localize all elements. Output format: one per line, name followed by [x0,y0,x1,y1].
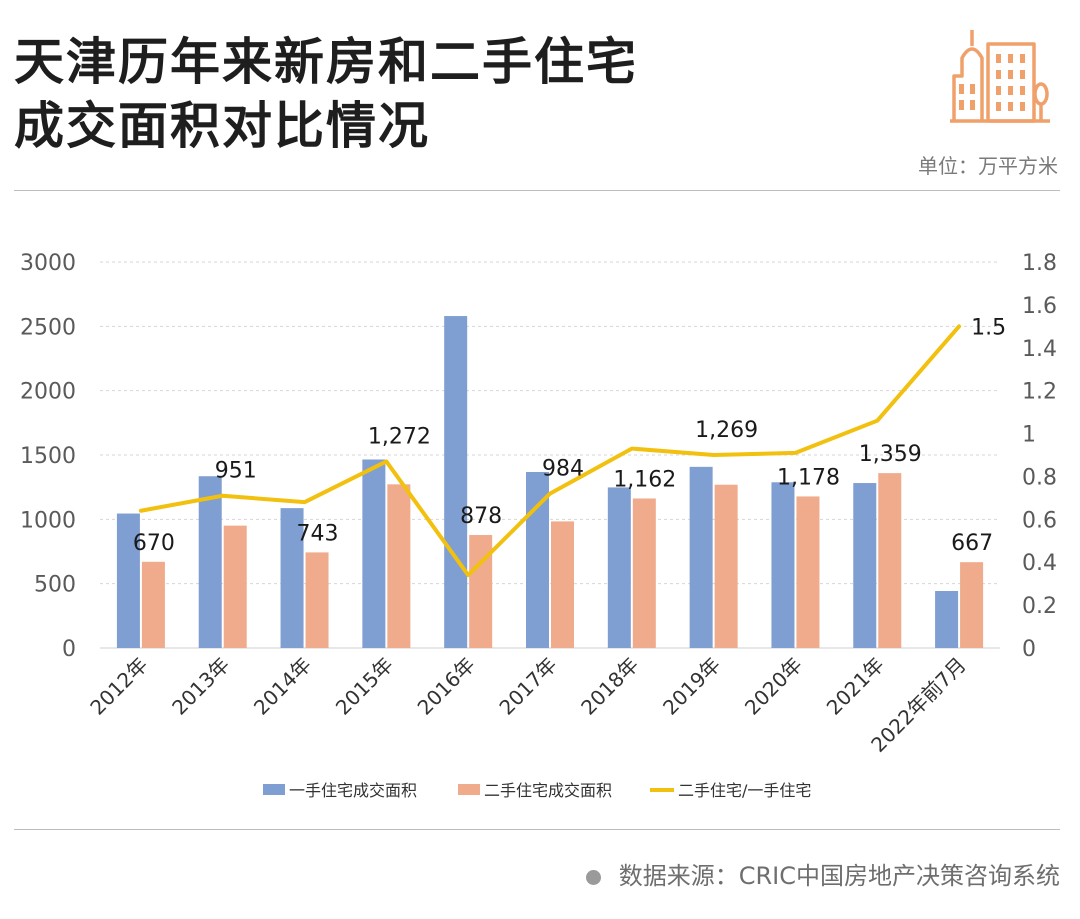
bar-primary-10 [853,483,877,648]
bar-secondary-7 [632,498,656,648]
y-right-tick-label: 0.2 [1022,594,1057,619]
bar-primary-4 [362,459,386,648]
header-divider [14,190,1060,191]
legend-item-primary-label: 一手住宅成交面积 [289,781,417,800]
chart-title-line2: 成交面积对比情况 [14,97,430,155]
chart-title: 天津历年来新房和二手住宅 成交面积对比情况 [14,30,638,158]
x-tick-label: 2017年 [494,653,561,720]
data-label: 951 [215,459,257,484]
bar-primary-11 [935,591,959,648]
bar-secondary-5 [469,535,493,648]
data-label: 1,269 [695,418,758,443]
x-tick-label: 2019年 [658,653,725,720]
legend-item-primary-swatch [263,784,285,795]
building-icon [950,30,1050,123]
y-left-tick-label: 1000 [20,508,76,533]
data-label: 670 [133,531,175,556]
y-left-tick-label: 2000 [20,380,76,405]
y-right-tick-label: 1.6 [1022,294,1057,319]
bar-primary-2 [198,476,222,648]
ratio-end-label: 1.5 [971,315,1006,340]
chart-title-line1: 天津历年来新房和二手住宅 [14,33,638,91]
data-label: 1,272 [368,424,431,449]
bar-secondary-9 [796,496,820,648]
y-right-tick-label: 0 [1022,637,1036,662]
bar-primary-7 [607,487,631,648]
bar-primary-3 [280,508,304,648]
x-tick-label: 2012年 [85,653,152,720]
data-source-text: 数据来源：CRIC中国房地产决策咨询系统 [618,862,1060,890]
unit-label: 单位：万平方米 [918,154,1058,178]
x-tick-label: 2016年 [413,653,480,720]
bar-primary-9 [771,482,795,648]
y-left-tick-label: 500 [34,573,76,598]
x-tick-label: 2015年 [331,653,398,720]
bullet-icon [585,869,601,885]
y-left-tick-label: 1500 [20,444,76,469]
bar-secondary-11 [960,562,984,648]
bar-primary-5 [444,316,468,648]
x-tick-label: 2020年 [740,653,807,720]
y-right-tick-label: 1.8 [1022,251,1057,276]
data-label: 743 [297,521,339,546]
data-label: 878 [460,504,502,529]
bar-secondary-6 [551,521,574,648]
data-label: 1,162 [613,467,676,492]
bar-secondary-1 [141,561,165,648]
data-label: 667 [951,531,993,556]
y-right-tick-label: 1.2 [1022,380,1057,405]
legend-item-secondary-swatch [458,784,480,795]
ratio-line [138,324,962,578]
y-left-tick-label: 0 [62,637,76,662]
bar-secondary-2 [223,525,247,648]
x-tick-label: 2013年 [167,653,234,720]
y-left-tick-label: 3000 [20,251,76,276]
bar-primary-6 [526,471,549,648]
data-source: 数据来源：CRIC中国房地产决策咨询系统 [585,856,1060,891]
x-tick-label: 2021年 [822,653,889,720]
x-tick-label: 2014年 [249,653,316,720]
legend-item-secondary-label: 二手住宅成交面积 [484,781,612,800]
y-left-tick-label: 2500 [20,315,76,340]
y-right-tick-label: 1 [1022,423,1036,448]
data-label: 1,178 [777,465,840,490]
y-right-tick-label: 1.4 [1022,337,1057,362]
data-label: 1,359 [859,442,922,467]
bar-secondary-3 [305,552,329,648]
legend-item-ratio-label: 二手住宅/一手住宅 [678,781,811,800]
bar-secondary-8 [714,484,738,648]
x-tick-label: 2018年 [576,653,643,720]
bar-secondary-4 [387,484,411,648]
y-right-tick-label: 0.4 [1022,551,1057,576]
bar-primary-8 [689,466,713,648]
y-right-tick-label: 0.8 [1022,465,1057,490]
data-label: 984 [542,457,584,482]
y-right-tick-label: 0.6 [1022,508,1057,533]
bar-secondary-10 [878,473,902,648]
footer-divider [14,829,1060,830]
bar-primary-1 [116,513,140,648]
